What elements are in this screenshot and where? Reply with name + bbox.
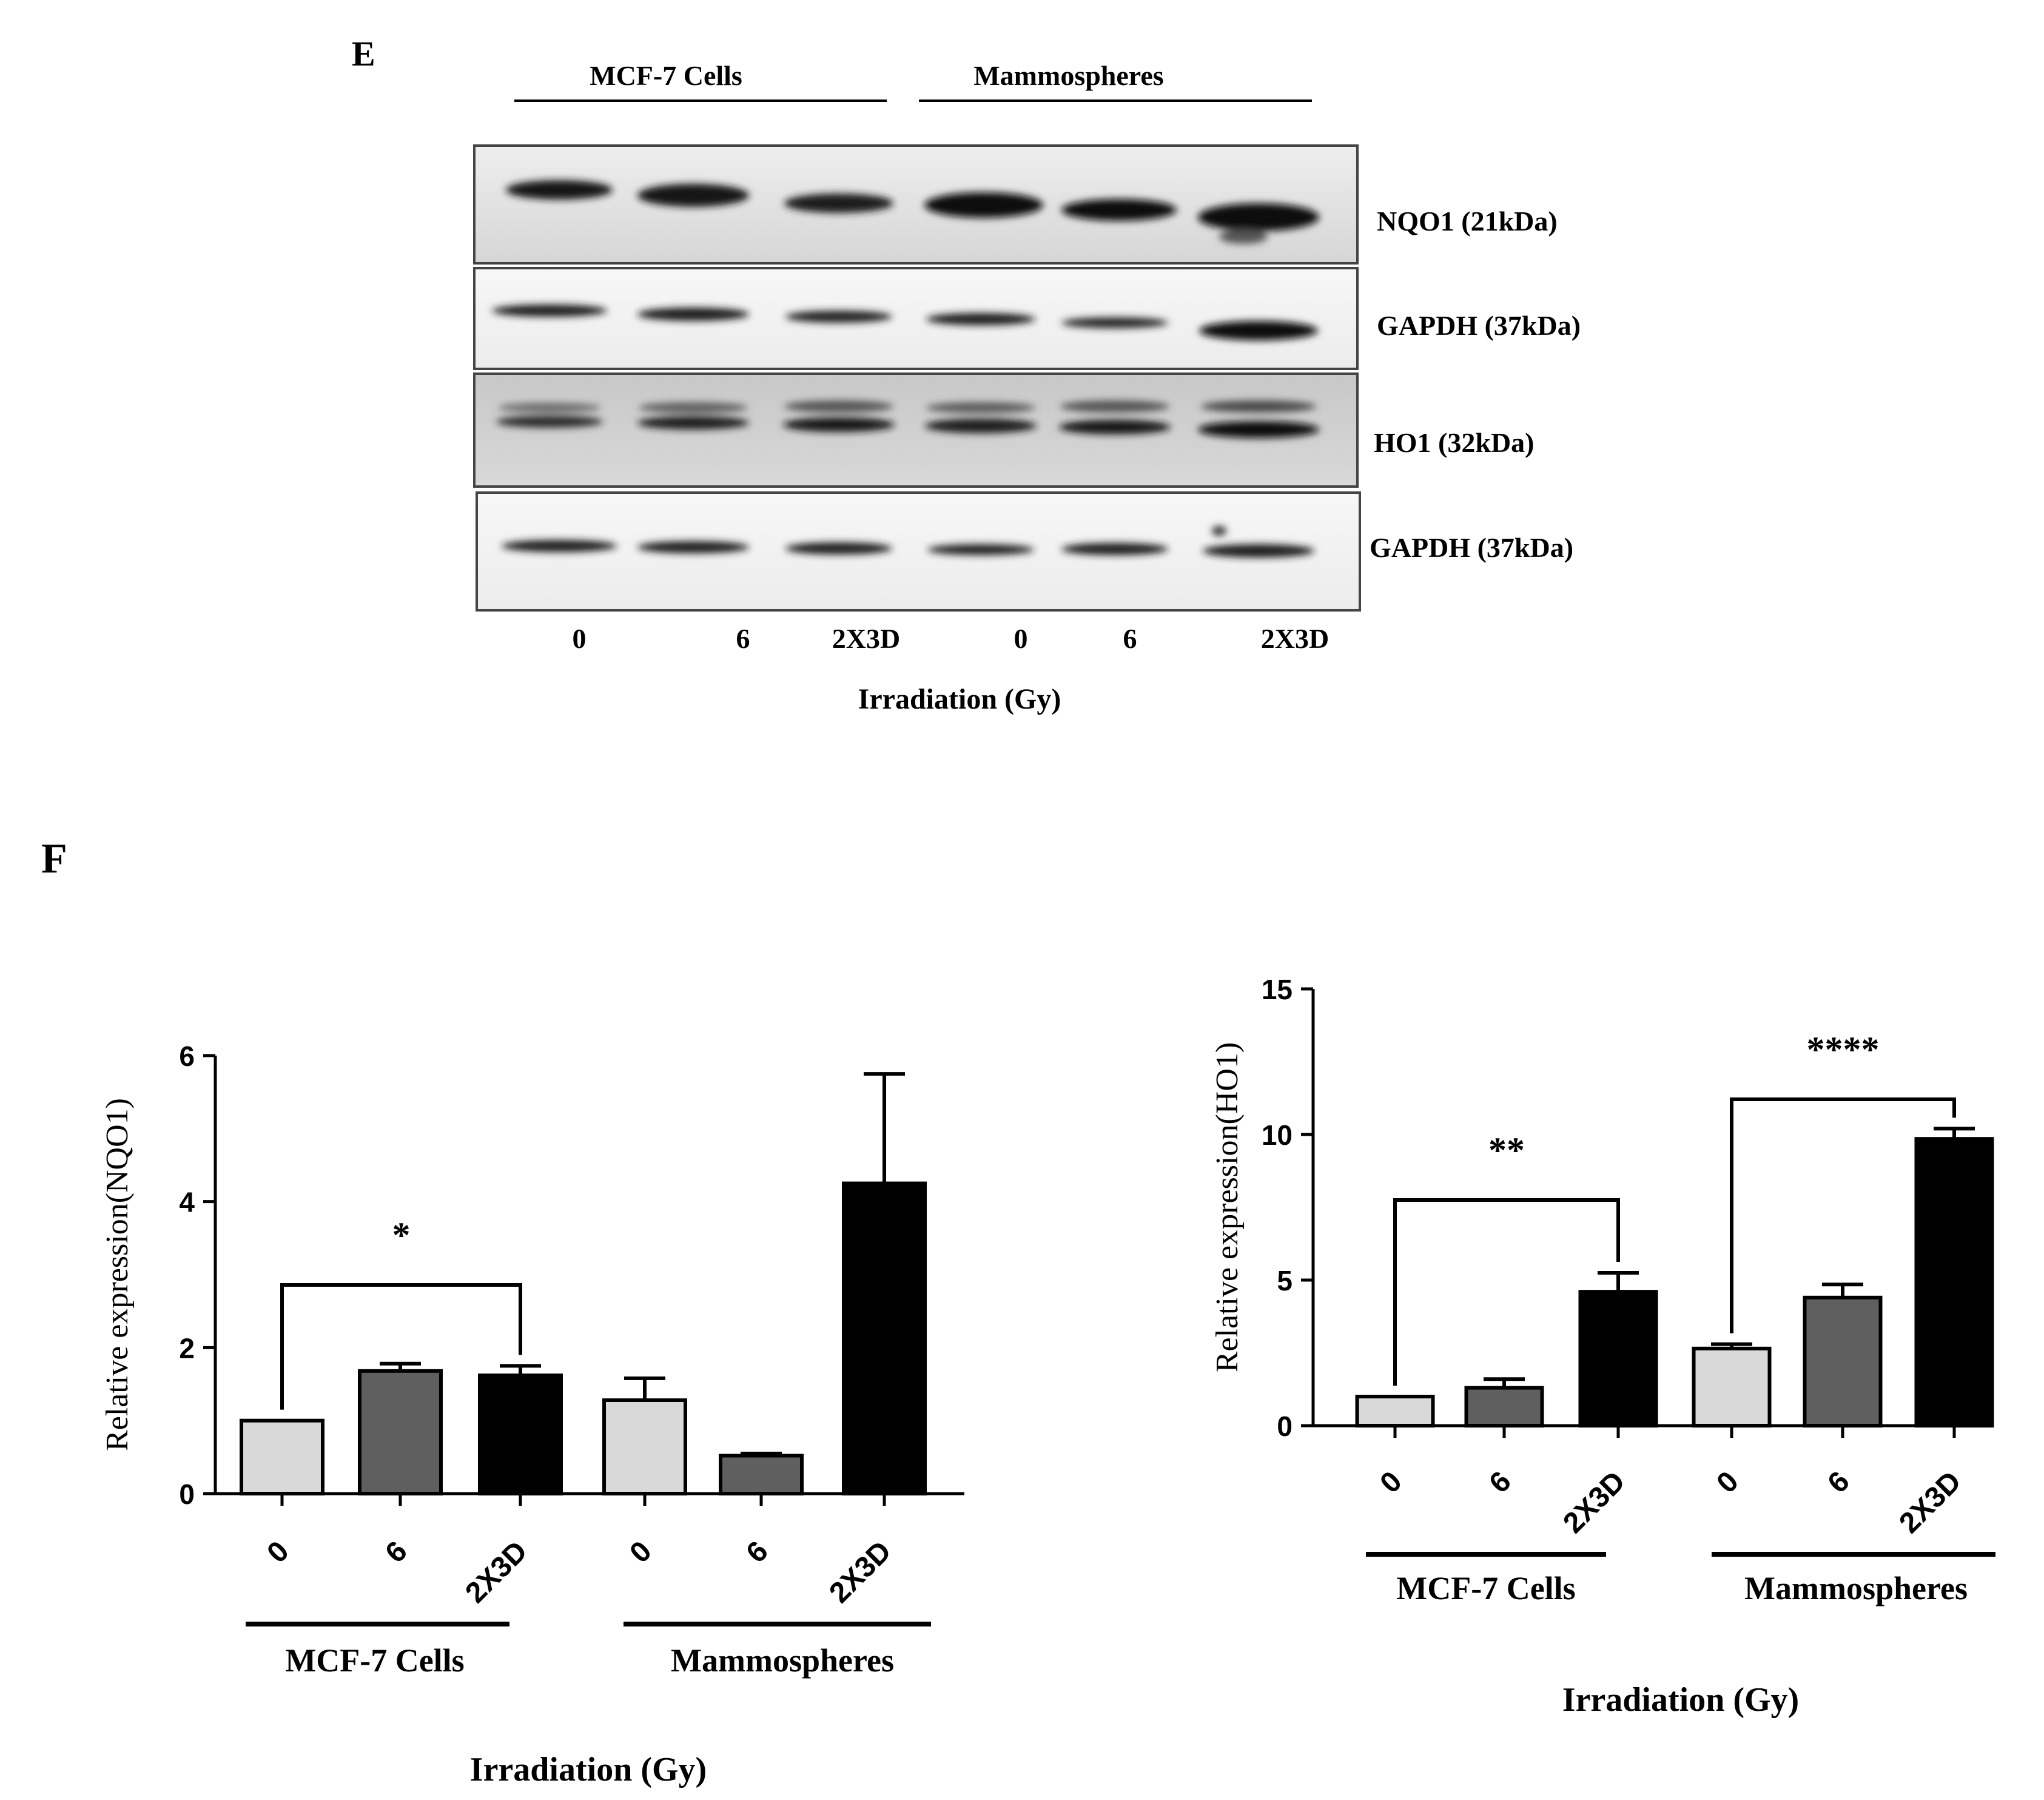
- x-tick-label: 2X3D: [459, 1535, 533, 1609]
- x-axis-label: Irradiation (Gy): [1562, 1681, 1799, 1719]
- lane-label: 0: [573, 623, 587, 654]
- y-tick-label: 4: [179, 1187, 195, 1218]
- y-tick-label: 15: [1262, 974, 1293, 1005]
- bar: [358, 1369, 443, 1496]
- lane-label: 6: [1123, 623, 1137, 654]
- bar: [1464, 1386, 1544, 1428]
- significance-label: **: [1488, 1130, 1525, 1170]
- bar: [1692, 1346, 1772, 1428]
- bar: [719, 1454, 804, 1496]
- x-tick-label: 0: [1710, 1465, 1744, 1499]
- bar: [1803, 1295, 1883, 1428]
- x-tick-label: 6: [740, 1535, 774, 1569]
- blot-nqo1: [473, 144, 1359, 265]
- y-tick-label: 10: [1262, 1119, 1293, 1151]
- blot-gapdh-1: [473, 267, 1359, 370]
- ho1-bar-chart: 0 5 10 15 Relative expression(HO1) 0 6 2X3D 0 6 2X…: [1210, 974, 1995, 1719]
- bar: [240, 1418, 324, 1496]
- bar: [1355, 1395, 1435, 1428]
- x-tick-label: 6: [379, 1535, 413, 1569]
- group-label: MCF-7 Cells: [285, 1642, 464, 1679]
- x-tick-label: 0: [1374, 1465, 1408, 1499]
- x-tick-label: 2X3D: [823, 1535, 897, 1609]
- x-tick-label: 6: [1821, 1465, 1855, 1499]
- blot-label-ho1: HO1 (32kDa): [1374, 427, 1535, 458]
- blot-xlabel: Irradiation (Gy): [858, 683, 1061, 715]
- significance-bracket: [280, 1283, 522, 1410]
- y-axis-label: Relative expression(NQO1): [100, 1098, 135, 1451]
- y-tick-label: 6: [179, 1040, 195, 1072]
- lane-label: 0: [1014, 623, 1028, 654]
- significance-bracket: [1393, 1198, 1620, 1386]
- y-axis-label: Relative expression(HO1): [1210, 1042, 1245, 1372]
- y-tick-label: 5: [1277, 1265, 1293, 1296]
- group-label-mcf7: MCF-7 Cells: [590, 60, 742, 91]
- x-axis-label: Irradiation (Gy): [470, 1751, 707, 1788]
- bar: [1578, 1290, 1658, 1428]
- y-tick-label: 0: [1277, 1411, 1293, 1442]
- group-label: Mammospheres: [671, 1642, 894, 1679]
- significance-bracket: [1730, 1097, 1956, 1333]
- x-tick-label: 2X3D: [1893, 1465, 1967, 1539]
- blot-gapdh-2: [476, 491, 1361, 612]
- bar: [842, 1181, 927, 1496]
- blot-label-nqo1: NQO1 (21kDa): [1377, 206, 1558, 237]
- blot-ho1: [473, 372, 1359, 488]
- nqo1-bar-chart: 0 2 4 6 Relative expression(NQO1) 0 6 2X3D 0 6 2X3…: [100, 1040, 964, 1788]
- group-label: MCF-7 Cells: [1396, 1570, 1575, 1606]
- lane-label: 2X3D: [832, 623, 900, 654]
- bar: [478, 1374, 563, 1496]
- x-tick-label: 6: [1483, 1465, 1517, 1499]
- x-tick-label: 2X3D: [1557, 1465, 1631, 1539]
- group-label-mammospheres: Mammospheres: [973, 60, 1163, 91]
- y-tick-label: 2: [179, 1332, 195, 1364]
- western-blot-panel: E MCF-7 Cells Mammospheres NQO1 (21kDa): [352, 34, 1581, 715]
- significance-label: ****: [1807, 1030, 1880, 1070]
- blot-label-gapdh-1: GAPDH (37kDa): [1377, 310, 1581, 341]
- lane-label: 6: [736, 623, 750, 654]
- y-tick-label: 0: [179, 1478, 195, 1510]
- group-label: Mammospheres: [1744, 1570, 1968, 1606]
- x-tick-label: 0: [261, 1535, 295, 1569]
- significance-label: *: [392, 1215, 411, 1255]
- lane-label: 2X3D: [1261, 623, 1329, 654]
- panel-label-f: F: [41, 835, 67, 882]
- bar: [1914, 1137, 1994, 1428]
- x-tick-label: 0: [624, 1535, 657, 1569]
- blot-label-gapdh-2: GAPDH (37kDa): [1370, 532, 1573, 563]
- bar: [602, 1398, 687, 1496]
- panel-label-e: E: [352, 34, 375, 73]
